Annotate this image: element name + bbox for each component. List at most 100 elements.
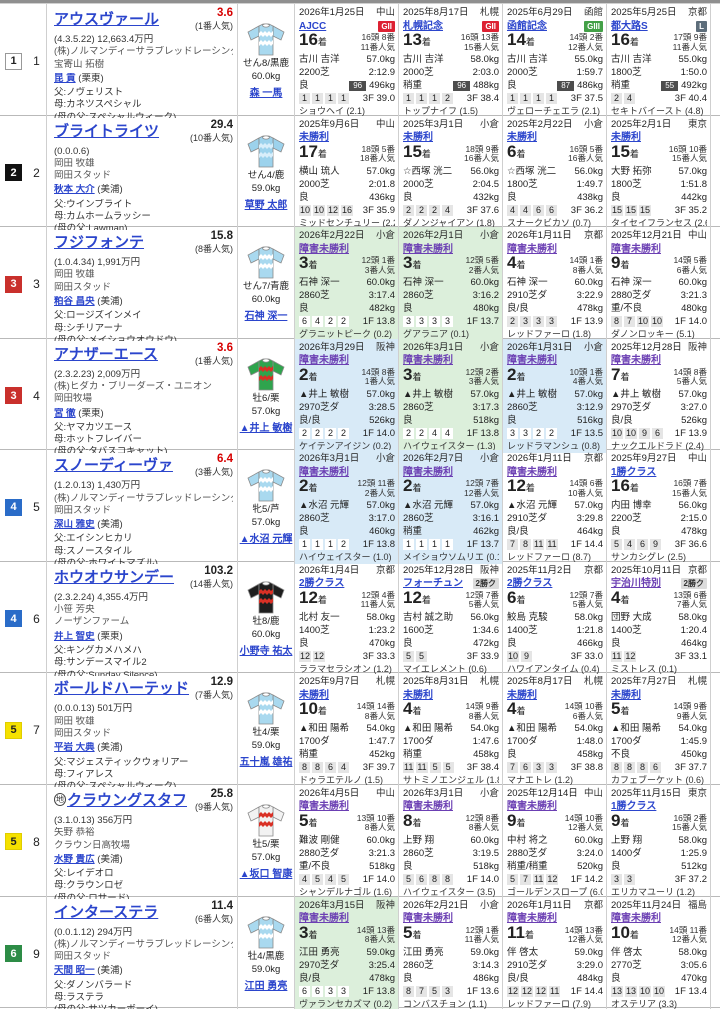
trainer-link[interactable]: 井上 智史: [54, 630, 95, 642]
race-link[interactable]: 障害未勝利: [403, 355, 453, 367]
last-furlong: 1F 14.0: [362, 427, 395, 439]
track-condition: 良: [611, 860, 621, 872]
trainer-link[interactable]: 深山 雅史: [54, 519, 95, 531]
odds-value: 11.4: [211, 899, 233, 912]
horse-weight: 478kg: [577, 303, 603, 315]
horse-name-link[interactable]: アナザーエース: [54, 345, 158, 363]
field-info: 17頭 9番 11番人気: [673, 32, 707, 52]
popularity: 6番人気: [572, 710, 603, 721]
race-link[interactable]: 2勝クラス: [299, 578, 345, 590]
race-date: 2025年6月29日: [507, 7, 573, 18]
horse-weight: 520kg: [577, 860, 603, 872]
jockey-link[interactable]: 草野 太郎: [244, 199, 288, 211]
jockey-link[interactable]: 五十嵐 雄祐: [239, 757, 293, 769]
result-jockey: ▲水沼 元輝: [299, 500, 350, 512]
race-link[interactable]: 障害未勝利: [611, 355, 661, 367]
track-condition: 稍重: [403, 526, 423, 538]
horse-name-link[interactable]: インターステラ: [54, 903, 159, 921]
race-link[interactable]: 札幌記念: [403, 20, 443, 32]
race-link[interactable]: 未勝利: [507, 132, 537, 144]
passing-position: 15: [625, 204, 638, 216]
race-link[interactable]: 障害未勝利: [507, 466, 557, 478]
horse-name-link[interactable]: フジフォンテ: [54, 234, 145, 252]
odds-value: 3.6: [217, 7, 233, 19]
distance-surface: 1800芝: [611, 178, 642, 190]
jockey-link[interactable]: 石神 深一: [244, 311, 288, 323]
race-link[interactable]: 函館記念: [507, 20, 547, 32]
rival-margin: ハイウェイスター (3.5): [403, 886, 496, 897]
race-link[interactable]: 未勝利: [299, 689, 329, 701]
race-link[interactable]: 障害未勝利: [299, 466, 349, 478]
race-link[interactable]: 障害未勝利: [403, 243, 453, 255]
field-size-gate: 14頭 6番: [569, 478, 603, 489]
race-link[interactable]: 障害未勝利: [507, 801, 557, 813]
rival-margin: タイセイフランセス (2.6): [611, 217, 707, 228]
jockey-silks-icon: [247, 135, 285, 167]
trainer-link[interactable]: 水野 貴広: [54, 853, 95, 865]
past-race-cell: 2026年1月4日 京都 2勝クラス 12着 12頭 4番 11番人気 北村 友…: [295, 561, 399, 676]
horse-name-link[interactable]: ブライトライツ: [54, 122, 160, 140]
race-link[interactable]: 宇治川特別: [611, 578, 661, 590]
race-link[interactable]: 障害未勝利: [299, 243, 349, 255]
sex-age-coat: 牝5/芦: [252, 504, 280, 516]
race-link[interactable]: 障害未勝利: [611, 913, 661, 924]
race-date: 2025年9月27日: [611, 453, 677, 465]
race-link[interactable]: 障害未勝利: [299, 355, 349, 367]
horse-number: 8: [27, 784, 47, 899]
field-size-gate: 14頭 8番: [361, 366, 395, 377]
trainer-link[interactable]: 天間 昭一: [54, 965, 95, 977]
horse-name-link[interactable]: ホウオウサンデー: [54, 568, 175, 586]
jockey-link[interactable]: ▲井上 敏樹: [239, 422, 293, 434]
horse-name-link[interactable]: アウスヴァール: [54, 11, 160, 28]
jockey-link[interactable]: ▲水沼 元輝: [239, 534, 293, 546]
race-link[interactable]: 未勝利: [403, 132, 433, 144]
jockey-link[interactable]: 森 一馬: [249, 88, 283, 99]
horse-name-block: インターステラ: [54, 901, 158, 922]
race-link[interactable]: 未勝利: [403, 689, 433, 701]
race-link[interactable]: 未勝利: [507, 689, 537, 701]
race-link[interactable]: 障害未勝利: [507, 913, 557, 924]
jockey-link[interactable]: ▲坂口 智康: [239, 868, 293, 880]
rival-margin: オステリア (3.3): [611, 998, 678, 1009]
race-link[interactable]: 未勝利: [299, 132, 329, 144]
race-link[interactable]: 未勝利: [611, 132, 641, 144]
past-race-cell: 2025年9月7日 札幌 未勝利 10着 14頭 14番 8番人気 ▲和田 陽希…: [295, 673, 399, 788]
race-link[interactable]: 1勝クラス: [611, 466, 657, 478]
race-link[interactable]: 障害未勝利: [299, 801, 349, 813]
race-venue: 福島: [687, 899, 707, 911]
race-link[interactable]: 1勝クラス: [611, 801, 657, 813]
trainer-link[interactable]: 宮 徹: [54, 407, 76, 419]
jockey-silks-icon: [247, 692, 285, 725]
race-date: 2025年11月2日: [507, 564, 572, 576]
race-link[interactable]: 都大路S: [611, 20, 648, 32]
horse-name-link[interactable]: スノーディーヴァ: [54, 457, 173, 475]
trainer-link[interactable]: 平岩 大典: [54, 742, 95, 754]
jockey-link[interactable]: 江田 勇亮: [244, 980, 288, 992]
popularity: 6番人気: [676, 264, 707, 275]
past-race-cell: 2025年11月15日 東京 1勝クラス 9着 16頭 2番 15番人気 上野 …: [607, 784, 711, 899]
race-link[interactable]: 障害未勝利: [507, 243, 557, 255]
race-link[interactable]: 障害未勝利: [403, 913, 453, 924]
track-condition: 良: [403, 303, 413, 315]
race-link[interactable]: 障害未勝利: [403, 801, 453, 813]
finish-time: 1:23.2: [368, 624, 395, 636]
assigned-weight: 59.0kg: [251, 963, 281, 975]
trainer-link[interactable]: 昆 貢: [54, 72, 76, 84]
result-jockey: 横山 琉人: [299, 165, 340, 177]
race-link[interactable]: 2勝クラス: [507, 578, 553, 590]
trainer-link[interactable]: 粕谷 昌央: [54, 296, 95, 308]
race-link[interactable]: 未勝利: [611, 689, 641, 701]
passing-position: 8: [624, 762, 635, 774]
race-link[interactable]: 障害未勝利: [611, 243, 661, 255]
race-link[interactable]: フォーチュン: [403, 578, 463, 590]
race-link[interactable]: 障害未勝利: [507, 355, 557, 367]
race-link[interactable]: 障害未勝利: [299, 913, 349, 924]
finish-number: 12: [299, 587, 318, 607]
trainer-link[interactable]: 秋本 大介: [54, 184, 95, 196]
horse-name-link[interactable]: クラウングスタフ: [67, 791, 188, 809]
race-link[interactable]: 障害未勝利: [403, 466, 453, 478]
race-link[interactable]: AJCC: [299, 20, 327, 32]
jockey-link[interactable]: 小野寺 祐太: [239, 645, 293, 657]
horse-name-link[interactable]: ボールドハーテッド: [54, 680, 190, 698]
